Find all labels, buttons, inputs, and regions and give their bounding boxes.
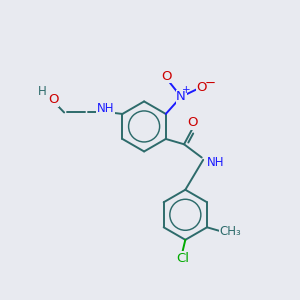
Text: Cl: Cl <box>176 252 189 265</box>
Text: O: O <box>162 70 172 83</box>
Text: NH: NH <box>207 156 224 169</box>
Text: O: O <box>196 81 207 94</box>
Text: NH: NH <box>97 101 114 115</box>
Text: O: O <box>48 93 58 106</box>
Text: H: H <box>38 85 46 98</box>
Text: CH₃: CH₃ <box>220 225 242 238</box>
Text: O: O <box>188 116 198 129</box>
Text: +: + <box>182 85 190 95</box>
Text: −: − <box>205 77 216 90</box>
Text: N: N <box>176 90 186 104</box>
